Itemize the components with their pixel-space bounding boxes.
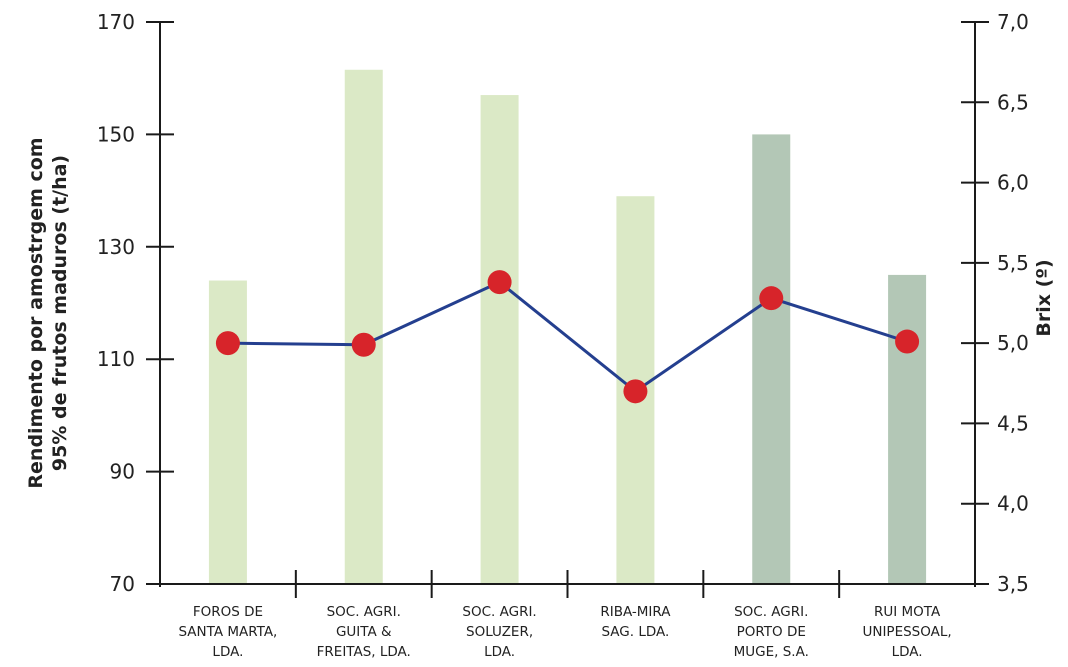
right-tick-label: 6,5	[997, 90, 1029, 114]
bar-5	[752, 134, 791, 584]
brix-marker-3	[487, 270, 512, 295]
category-label: FREITAS, LDA.	[317, 644, 411, 660]
category-label: SOLUZER,	[466, 624, 533, 640]
left-tick-label: 170	[97, 10, 135, 34]
brix-line	[227, 280, 908, 394]
brix-marker-5	[759, 286, 784, 311]
left-axis-ticks: 170 150 130 110 90 70	[97, 10, 174, 596]
category-label: RUI MOTA	[874, 604, 941, 620]
category-label: LDA.	[892, 644, 923, 660]
brix-marker-6	[895, 329, 920, 354]
category-label: LDA.	[212, 644, 243, 660]
right-tick-label: 4,0	[997, 492, 1029, 516]
left-axis-title-line: 95% de frutos maduros (t/ha)	[49, 155, 71, 471]
right-axis-title: Brix (º)	[1033, 259, 1055, 336]
left-axis-title: Rendimento por amostrgem com 95% de fruto…	[25, 137, 71, 488]
left-tick-label: 70	[110, 572, 135, 596]
left-tick-label: 90	[110, 460, 135, 484]
category-label: SAG. LDA.	[601, 624, 669, 640]
right-tick-label: 4,5	[997, 411, 1029, 435]
category-label: RIBA-MIRA	[600, 604, 671, 620]
chart-axes	[159, 22, 976, 598]
category-label: SOC. AGRI.	[462, 604, 536, 620]
brix-marker-2	[351, 332, 376, 357]
category-label: MUGE, S.A.	[734, 644, 809, 660]
right-tick-label: 7,0	[997, 10, 1029, 34]
category-label: FOROS DE	[193, 604, 263, 620]
category-labels: FOROS DE SANTA MARTA, LDA. SOC. AGRI. GUITA …	[178, 604, 951, 660]
brix-marker-4	[623, 379, 648, 404]
category-label: SOC. AGRI.	[327, 604, 401, 620]
right-tick-label: 3,5	[997, 572, 1029, 596]
right-axis-ticks: 7,0 6,5 6,0 5,5 5,0 4,5 4,0 3,5	[961, 10, 1029, 596]
bar-series	[208, 69, 927, 584]
category-label: PORTO DE	[737, 624, 806, 640]
bar-6	[888, 274, 927, 584]
right-tick-label: 5,5	[997, 251, 1029, 275]
brix-marker-1	[215, 331, 240, 356]
left-tick-label: 110	[97, 347, 135, 371]
category-label: GUITA &	[336, 624, 392, 640]
right-tick-label: 6,0	[997, 171, 1029, 195]
brix-line-series	[215, 270, 920, 404]
bar-2	[344, 69, 383, 584]
category-label: SOC. AGRI.	[734, 604, 808, 620]
left-axis-title-line: Rendimento por amostrgem com	[25, 137, 47, 488]
bar-3	[480, 95, 519, 584]
left-tick-label: 150	[97, 122, 135, 146]
right-tick-label: 5,0	[997, 331, 1029, 355]
category-label: UNIPESSOAL,	[862, 624, 951, 640]
category-label: LDA.	[484, 644, 515, 660]
left-tick-label: 130	[97, 235, 135, 259]
category-label: SANTA MARTA,	[178, 624, 277, 640]
bar-1	[208, 280, 247, 584]
